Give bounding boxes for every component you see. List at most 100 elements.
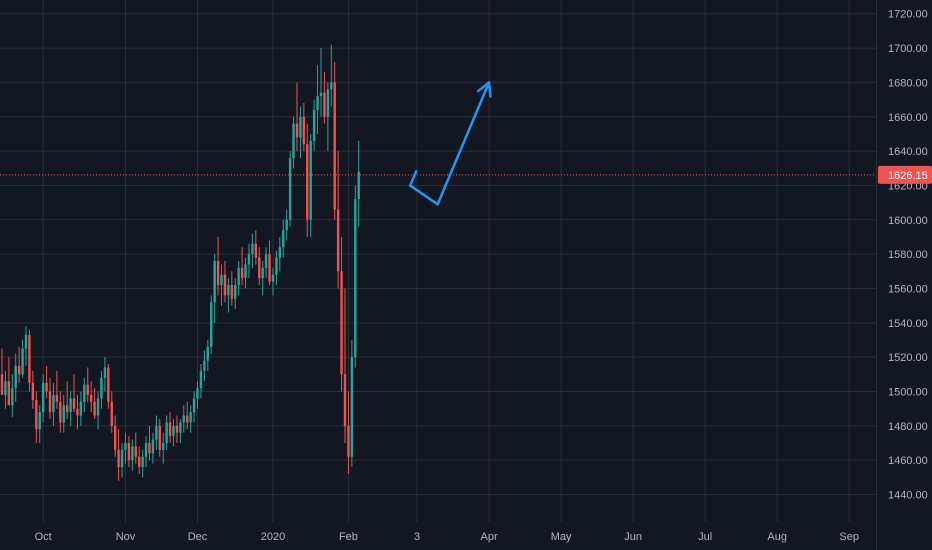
candle — [62, 394, 65, 433]
candle-body — [35, 400, 38, 430]
candle — [306, 123, 309, 237]
time-tick-label: 3 — [414, 531, 420, 543]
candle — [240, 247, 244, 286]
candle-body — [117, 449, 120, 468]
price-axis[interactable]: 1720.001700.001680.001660.001640.001620.… — [888, 9, 928, 502]
candle-body — [340, 271, 343, 375]
candle-body — [131, 446, 134, 461]
candle-body — [292, 123, 295, 158]
trend-arrow-line[interactable] — [408, 81, 491, 206]
time-axis[interactable]: Oct Nov Dec 2020 Feb 3 Apr May Jun Jul Aug Sep — [35, 531, 859, 543]
candle-body — [144, 443, 148, 457]
candle — [186, 401, 189, 430]
candle — [354, 185, 357, 368]
candle — [216, 236, 220, 296]
candle — [336, 151, 340, 289]
candle — [278, 236, 282, 272]
price-tick-label: 1540.00 — [888, 318, 928, 330]
candle-body — [127, 443, 131, 461]
candle — [244, 257, 247, 289]
candle-body — [14, 365, 17, 389]
candle-body — [62, 405, 65, 423]
candle-body — [48, 391, 52, 413]
candle — [189, 405, 192, 433]
candle — [234, 278, 237, 310]
candle — [175, 415, 179, 444]
price-tick-label: 1580.00 — [888, 249, 928, 261]
candle — [38, 405, 41, 444]
price-tick-label: 1460.00 — [888, 455, 928, 467]
candle-body — [162, 443, 165, 450]
candle — [192, 391, 196, 423]
candle — [282, 219, 285, 258]
candle — [35, 391, 38, 444]
candle — [343, 288, 347, 444]
candle-body — [213, 261, 216, 303]
candle — [110, 391, 113, 433]
candle — [48, 377, 52, 419]
last-price-badge-bg — [878, 165, 932, 184]
candle — [158, 418, 161, 457]
candle-body — [110, 401, 113, 426]
candle — [261, 261, 264, 296]
candle-body — [151, 439, 155, 454]
candle — [251, 233, 254, 268]
candle-body — [347, 425, 350, 457]
candle-body — [89, 394, 93, 402]
candle-body — [295, 123, 299, 138]
candle-body — [17, 365, 21, 375]
candle-body — [179, 422, 182, 433]
candle-body — [69, 398, 72, 413]
candle — [89, 381, 93, 413]
candle-body — [258, 257, 261, 279]
candle-body — [282, 230, 285, 248]
candle — [179, 418, 182, 444]
last-price-badge: 1626.15 — [878, 165, 932, 184]
price-tick-label: 1720.00 — [888, 9, 928, 21]
candle-body — [312, 109, 316, 141]
candle — [17, 346, 21, 383]
candle-body — [254, 243, 258, 258]
trend-arrow-drawing[interactable] — [408, 81, 492, 206]
candle — [52, 382, 55, 426]
time-tick-label: Feb — [339, 531, 358, 543]
price-tick-label: 1600.00 — [888, 215, 928, 227]
candle-body — [41, 382, 45, 413]
candle-body — [124, 443, 127, 450]
candle — [0, 348, 4, 395]
candle-body — [168, 422, 172, 437]
candle-body — [223, 274, 227, 296]
candle-body — [251, 243, 254, 255]
price-tick-label: 1700.00 — [888, 43, 928, 55]
candle — [134, 432, 137, 464]
candle — [24, 326, 28, 366]
candle-body — [196, 388, 199, 399]
candle — [103, 357, 107, 392]
candle-body — [357, 171, 360, 200]
candle-body — [31, 382, 35, 401]
candle-body — [28, 334, 31, 383]
candle-body — [261, 267, 264, 279]
candle — [131, 439, 134, 471]
last-price-label: 1626.15 — [888, 170, 928, 182]
candle-body — [189, 412, 192, 423]
candle — [165, 415, 168, 450]
candle-body — [165, 422, 168, 444]
candle-body — [240, 267, 244, 279]
candle — [79, 391, 83, 426]
candle — [155, 415, 158, 450]
candle-body — [182, 415, 185, 423]
price-tick-label: 1640.00 — [888, 146, 928, 158]
candle — [227, 278, 230, 313]
time-tick-label: 2020 — [261, 531, 285, 543]
candle-body — [336, 209, 340, 272]
candle — [172, 418, 175, 447]
candle — [268, 240, 271, 286]
candle-body — [107, 367, 110, 402]
candle — [302, 103, 306, 152]
candle-body — [45, 382, 48, 392]
candle-body — [288, 157, 292, 220]
time-tick-label: May — [551, 531, 572, 543]
time-tick-label: Nov — [116, 531, 136, 543]
